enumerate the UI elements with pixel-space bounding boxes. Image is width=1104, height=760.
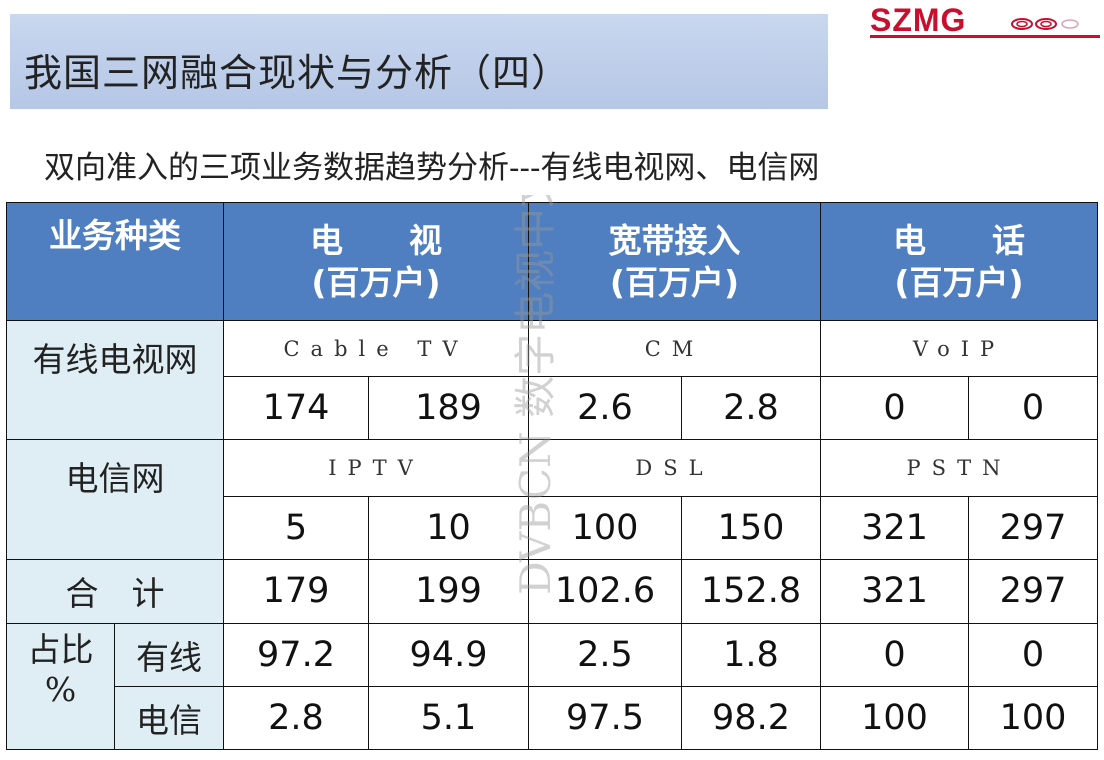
title-bar: 我国三网融合现状与分析（四） [10,14,828,109]
table-row-cable-values: 174 189 2.6 2.8 0 0 [7,376,1098,441]
services-table: 业务种类 电 视 (百万户) 宽带接入 (百万户) 电 话 (百万户) 有线电视… [6,201,1098,751]
table-cell: 97.5 [528,685,682,751]
header-tv-unit: (百万户) [311,262,441,302]
table-row-telecom-values: 5 10 100 150 321 297 [7,495,1098,560]
row-label-share-telecom: 电信 [114,685,224,751]
telecom-broadband-tech: DSL [528,439,821,497]
table-cell: 189 [368,376,529,441]
row-label-telecom: 电信网 [6,439,224,560]
table-cell: 97.2 [223,622,369,687]
table-cell: 10 [368,495,529,560]
table-row-cable-tech: 有线电视网 Cable TV CM VoIP [6,320,1098,441]
table-cell: 321 [820,495,969,560]
header-tv-name: 电 视 [310,220,442,260]
header-category: 业务种类 [6,201,224,322]
table-cell: 179 [223,558,369,624]
share-label: 占比 [27,629,94,669]
row-label-total: 合 计 [6,558,224,624]
szmg-logo: SZMG [870,2,1100,42]
table-cell: 2.6 [528,376,682,441]
table-cell: 100 [820,685,969,751]
row-label-share: 占比 % [6,622,115,751]
cable-broadband-tech: CM [528,320,821,378]
page-title: 我国三网融合现状与分析（四） [24,51,571,95]
header-phone-unit: (百万户) [894,262,1024,302]
table-cell: 5.1 [368,685,529,751]
header-broadband-name: 宽带接入 [608,220,741,260]
share-unit: % [44,669,77,709]
table-cell: 150 [681,495,821,560]
table-cell: 0 [820,376,969,441]
table-cell: 174 [223,376,369,441]
row-label-share-cable: 有线 [114,622,224,687]
table-cell: 2.5 [528,622,682,687]
table-cell: 297 [968,558,1098,624]
table-cell: 5 [223,495,369,560]
header-broadband: 宽带接入 (百万户) [528,201,821,322]
table-row-telecom-tech: 电信网 IPTV DSL PSTN [6,439,1098,560]
table-cell: 321 [820,558,969,624]
table-cell: 199 [368,558,529,624]
telecom-tv-tech: IPTV [223,439,529,497]
logo-text: SZMG [870,2,967,38]
table-cell: 152.8 [681,558,821,624]
table-row-share-cable: 占比 % 有线 97.2 94.9 2.5 1.8 0 0 [6,622,1098,751]
table-cell: 0 [820,622,969,687]
szmg-swirl-icon [1011,18,1079,30]
table-cell: 1.8 [681,622,821,687]
table-cell: 100 [528,495,682,560]
table-cell: 102.6 [528,558,682,624]
cable-tv-tech: Cable TV [223,320,529,378]
row-label-cable: 有线电视网 [6,320,224,441]
header-phone-name: 电 话 [893,220,1025,260]
table-cell: 98.2 [681,685,821,751]
logo-underline [870,35,1100,38]
table-cell: 2.8 [223,685,369,751]
table-cell: 0 [968,376,1098,441]
table-cell: 94.9 [368,622,529,687]
table-row-total: 合 计 179 199 102.6 152.8 321 297 [6,558,1098,624]
telecom-phone-tech: PSTN [820,439,1098,497]
table-row-share-telecom: 电信 2.8 5.1 97.5 98.2 100 100 [7,685,1098,751]
table-cell: 2.8 [681,376,821,441]
table-cell: 100 [968,685,1098,751]
header-tv: 电 视 (百万户) [223,201,529,322]
table-cell: 0 [968,622,1098,687]
table-cell: 297 [968,495,1098,560]
header-broadband-unit: (百万户) [609,262,740,302]
subtitle: 双向准入的三项业务数据趋势分析---有线电视网、电信网 [44,150,820,186]
cable-phone-tech: VoIP [820,320,1098,378]
header-phone: 电 话 (百万户) [820,201,1098,322]
table-header-row: 业务种类 电 视 (百万户) 宽带接入 (百万户) 电 话 (百万户) [6,201,1098,322]
